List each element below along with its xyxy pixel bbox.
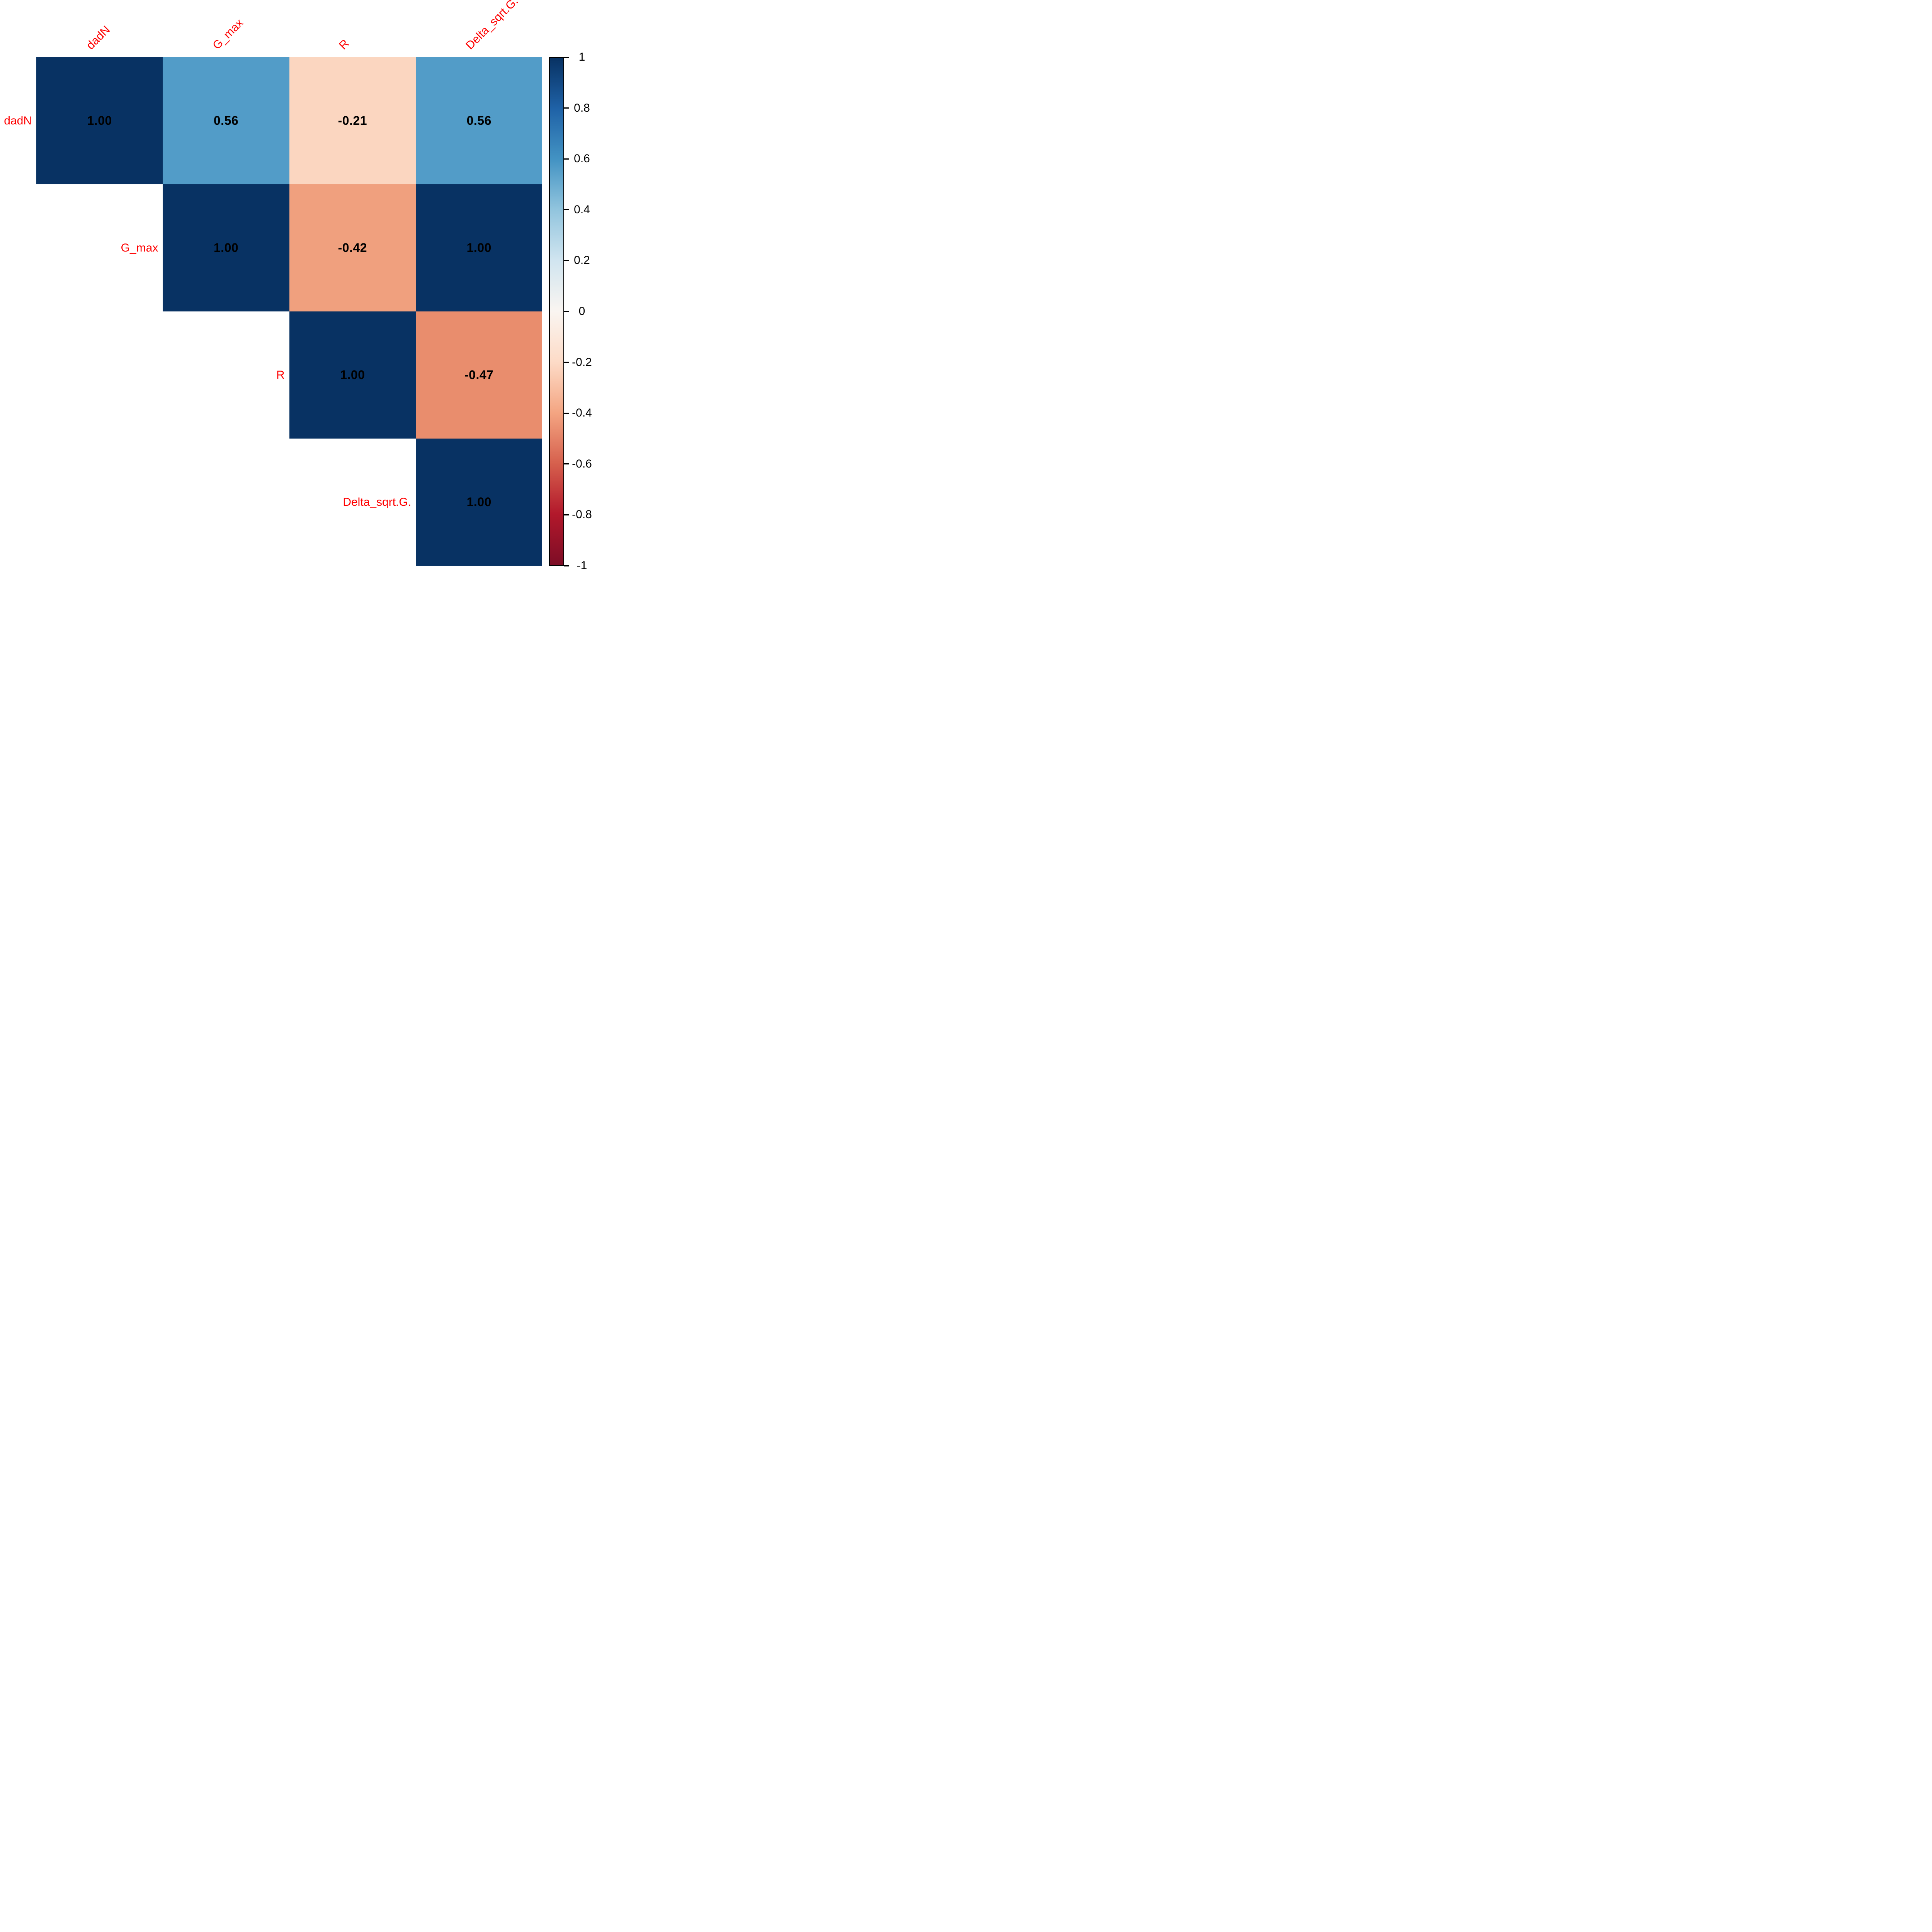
colorbar-tick xyxy=(564,107,569,109)
cell-value: 1.00 xyxy=(213,241,239,255)
colorbar-tick xyxy=(564,311,569,312)
colorbar-tick-label: 0 xyxy=(578,305,585,318)
colorbar xyxy=(549,57,564,566)
colorbar-tick-label: -1 xyxy=(577,559,587,572)
correlation-heatmap-figure: 1.00 0.56 -0.21 0.56 1.00 -0.42 1.00 1.00 -0.47 1… xyxy=(0,0,594,574)
cell-value: -0.21 xyxy=(338,114,367,128)
matrix-cell-R-Delta_sqrt.G.: -0.47 xyxy=(416,311,543,439)
row-label-dadN: dadN xyxy=(4,114,32,127)
colorbar-tick xyxy=(564,209,569,211)
cell-value: -0.47 xyxy=(464,368,494,382)
colorbar-tick xyxy=(564,412,569,414)
cell-value: 1.00 xyxy=(87,114,112,128)
colorbar-tick xyxy=(564,158,569,160)
colorbar-tick xyxy=(564,463,569,465)
colorbar-tick-label: -0.6 xyxy=(572,457,592,470)
colorbar-tick-label: -0.8 xyxy=(572,508,592,521)
column-label-R: R xyxy=(337,37,352,52)
row-label-G_max: G_max xyxy=(121,241,158,254)
row-label-Delta_sqrt.G.: Delta_sqrt.G. xyxy=(343,495,412,509)
column-label-dadN: dadN xyxy=(83,23,112,52)
colorbar-tick-label: 0.4 xyxy=(574,203,590,216)
cell-value: 0.56 xyxy=(213,114,239,128)
colorbar-tick-label: 0.2 xyxy=(574,254,590,267)
matrix-cell-R-R: 1.00 xyxy=(289,311,416,439)
row-label-R: R xyxy=(276,368,285,381)
cell-value: 1.00 xyxy=(466,241,492,255)
colorbar-tick-label: 1 xyxy=(578,51,585,63)
colorbar-tick-label: 0.6 xyxy=(574,152,590,165)
colorbar-tick xyxy=(564,565,569,566)
matrix-cell-Delta_sqrt.G.-Delta_sqrt.G.: 1.00 xyxy=(416,439,543,566)
column-label-G_max: G_max xyxy=(210,16,246,52)
colorbar-tick-label: 0.8 xyxy=(574,101,590,114)
colorbar-tick-label: -0.2 xyxy=(572,355,592,369)
cell-value: 1.00 xyxy=(466,495,492,509)
matrix-cell-G_max-Delta_sqrt.G.: 1.00 xyxy=(416,184,543,311)
cell-value: 0.56 xyxy=(466,114,492,128)
column-label-Delta_sqrt.G.: Delta_sqrt.G. xyxy=(463,0,521,52)
colorbar-tick xyxy=(564,260,569,261)
colorbar-tick xyxy=(564,514,569,515)
cell-value: 1.00 xyxy=(340,368,365,382)
matrix-cell-dadN-G_max: 0.56 xyxy=(163,57,289,184)
matrix-cell-dadN-dadN: 1.00 xyxy=(36,57,163,184)
colorbar-tick xyxy=(564,56,569,58)
cell-value: -0.42 xyxy=(338,241,367,255)
colorbar-tick-label: -0.4 xyxy=(572,406,592,420)
matrix-cell-dadN-R: -0.21 xyxy=(289,57,416,184)
matrix-cell-dadN-Delta_sqrt.G.: 0.56 xyxy=(416,57,543,184)
matrix-cell-G_max-G_max: 1.00 xyxy=(163,184,289,311)
matrix-cell-G_max-R: -0.42 xyxy=(289,184,416,311)
colorbar-tick xyxy=(564,362,569,363)
